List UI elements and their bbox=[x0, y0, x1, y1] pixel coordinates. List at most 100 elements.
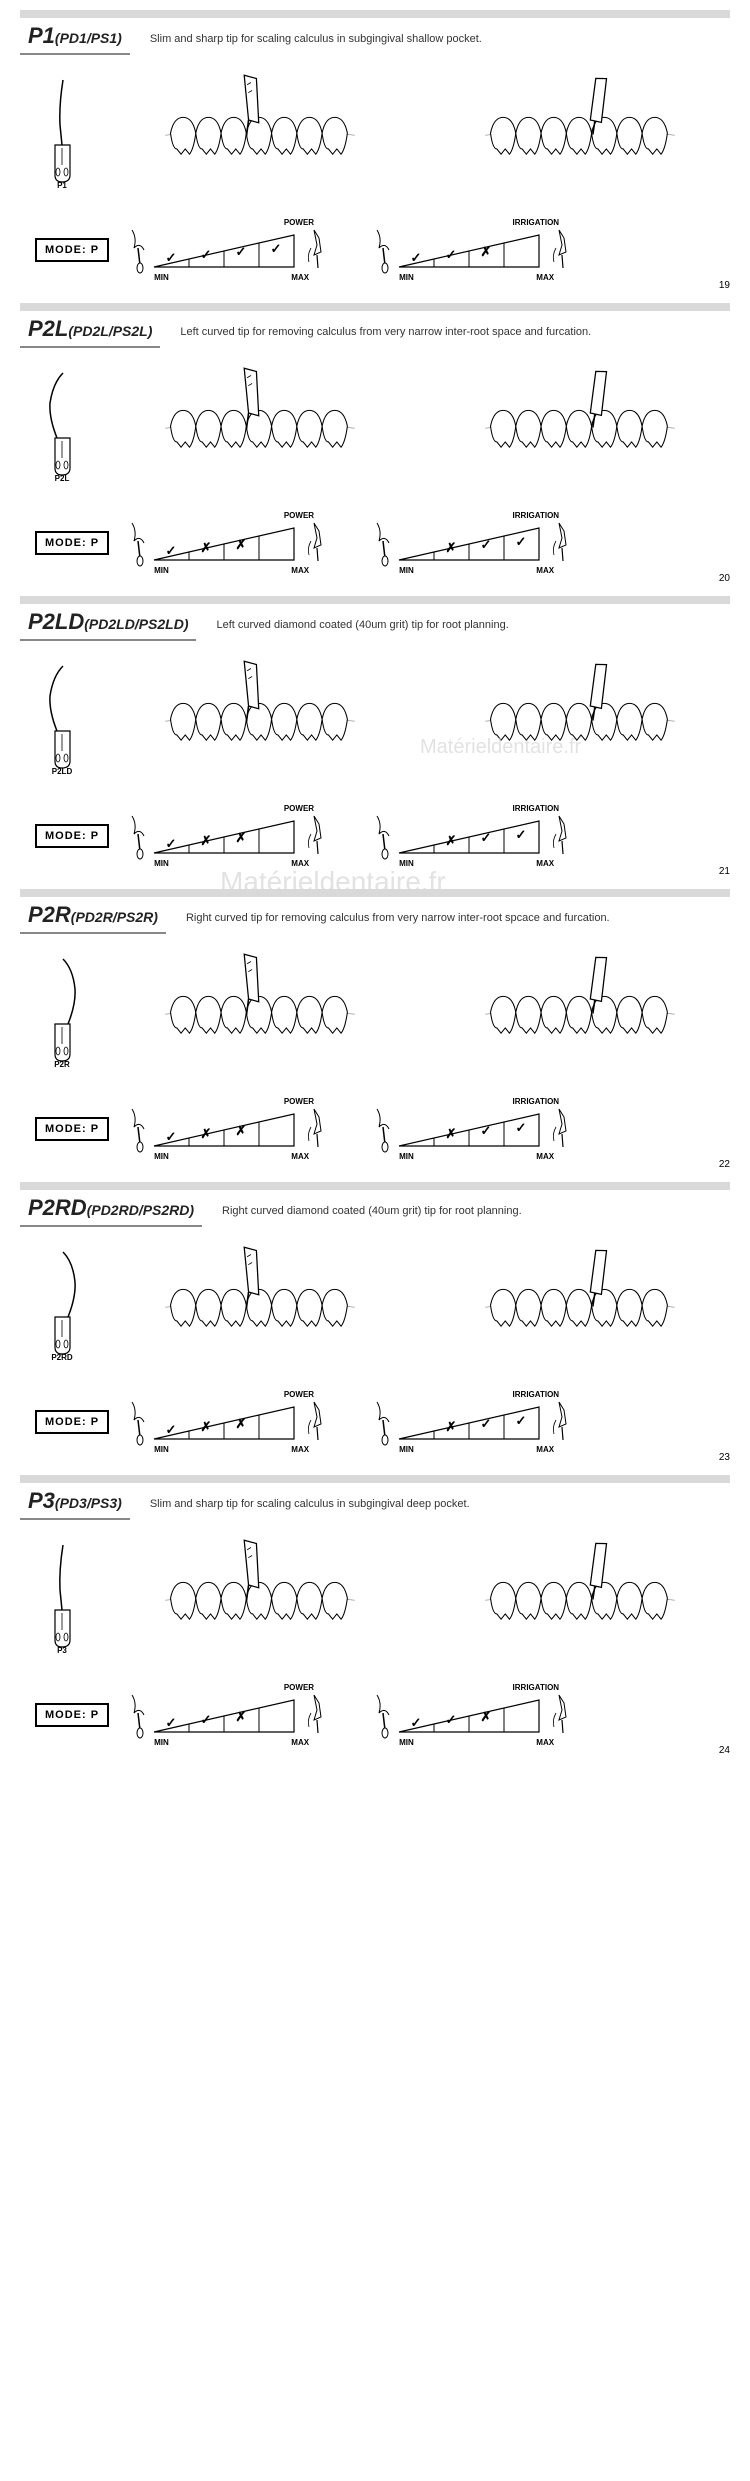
header-row: P2L(PD2L/PS2L) Left curved tip for remov… bbox=[20, 316, 730, 348]
svg-text:✗: ✗ bbox=[236, 1709, 247, 1724]
header-row: P3(PD3/PS3) Slim and sharp tip for scali… bbox=[20, 1488, 730, 1520]
chart-row: MODE: P POWER ✓✓✓✓ MIN MAX IRRIGATION bbox=[35, 220, 730, 280]
svg-text:✓: ✓ bbox=[201, 247, 212, 262]
usage-figure-1 bbox=[110, 70, 410, 170]
illustration-row: P2R bbox=[35, 949, 730, 1079]
mode-box: MODE: P bbox=[35, 1703, 109, 1727]
svg-text:✓: ✓ bbox=[166, 1129, 177, 1144]
svg-text:✗: ✗ bbox=[236, 537, 247, 552]
svg-text:✗: ✗ bbox=[201, 833, 212, 848]
svg-text:✓: ✓ bbox=[516, 534, 527, 549]
svg-text:P2L: P2L bbox=[55, 474, 70, 483]
gray-bar bbox=[20, 889, 730, 897]
usage-figure-1 bbox=[110, 949, 410, 1049]
usage-figure-2 bbox=[430, 656, 730, 756]
description: Right curved diamond coated (40um grit) … bbox=[222, 1205, 730, 1217]
section-P2RD: P2RD(PD2RD/PS2RD) Right curved diamond c… bbox=[0, 1172, 750, 1465]
svg-text:✗: ✗ bbox=[201, 540, 212, 555]
svg-text:✓: ✓ bbox=[271, 241, 282, 256]
svg-text:✗: ✗ bbox=[446, 1419, 457, 1434]
svg-text:✓: ✓ bbox=[481, 830, 492, 845]
description: Right curved tip for removing calculus f… bbox=[186, 912, 730, 924]
mode-box: MODE: P bbox=[35, 1410, 109, 1434]
svg-text:✓: ✓ bbox=[481, 1123, 492, 1138]
title-box: P3(PD3/PS3) bbox=[20, 1488, 130, 1520]
section-P2LD: P2LD(PD2LD/PS2LD) Left curved diamond co… bbox=[0, 586, 750, 879]
triangle-chart: IRRIGATION ✗✓✓ MIN MAX bbox=[369, 513, 599, 573]
svg-text:✗: ✗ bbox=[446, 540, 457, 555]
illustration-row: P1 bbox=[35, 70, 730, 200]
usage-figure-1 bbox=[110, 1535, 410, 1635]
title-sub: (PD2R/PS2R) bbox=[71, 909, 158, 925]
triangle-chart: IRRIGATION ✗✓✓ MIN MAX bbox=[369, 1099, 599, 1159]
svg-text:✓: ✓ bbox=[166, 1422, 177, 1437]
page-number: 20 bbox=[719, 573, 730, 584]
svg-text:P1: P1 bbox=[57, 181, 67, 190]
triangle-chart: IRRIGATION ✗✓✓ MIN MAX bbox=[369, 1392, 599, 1452]
triangle-chart: POWER ✓✗✗ MIN MAX bbox=[124, 513, 354, 573]
gray-bar bbox=[20, 1182, 730, 1190]
svg-text:✓: ✓ bbox=[446, 247, 457, 262]
usage-figure-2 bbox=[430, 949, 730, 1049]
triangle-chart: POWER ✓✓✗ MIN MAX bbox=[124, 1685, 354, 1745]
svg-text:✓: ✓ bbox=[481, 1416, 492, 1431]
description: Left curved tip for removing calculus fr… bbox=[180, 326, 730, 338]
svg-text:✗: ✗ bbox=[481, 244, 492, 259]
svg-text:✗: ✗ bbox=[236, 1416, 247, 1431]
page-number: 23 bbox=[719, 1452, 730, 1463]
illustration-row: P2LD bbox=[35, 656, 730, 786]
usage-figure-2 bbox=[430, 1535, 730, 1635]
section-P1: P1(PD1/PS1) Slim and sharp tip for scali… bbox=[0, 0, 750, 293]
title-box: P1(PD1/PS1) bbox=[20, 23, 130, 55]
svg-text:P2RD: P2RD bbox=[51, 1353, 73, 1362]
chart-row: MODE: P POWER ✓✗✗ MIN MAX IRRIGATION bbox=[35, 513, 730, 573]
svg-text:✗: ✗ bbox=[446, 833, 457, 848]
svg-text:✗: ✗ bbox=[201, 1419, 212, 1434]
title-main: P2LD bbox=[28, 609, 84, 634]
title-sub: (PD2RD/PS2RD) bbox=[87, 1202, 194, 1218]
svg-text:P2R: P2R bbox=[54, 1060, 70, 1069]
tip-figure: P1 bbox=[35, 70, 90, 190]
description: Left curved diamond coated (40um grit) t… bbox=[216, 619, 730, 631]
title-main: P2RD bbox=[28, 1195, 87, 1220]
title-box: P2LD(PD2LD/PS2LD) bbox=[20, 609, 196, 641]
usage-figure-2 bbox=[430, 1242, 730, 1342]
illustration-row: P2L bbox=[35, 363, 730, 493]
page-number: 19 bbox=[719, 280, 730, 291]
gray-bar bbox=[20, 10, 730, 18]
tip-figure: P2R bbox=[35, 949, 90, 1069]
title-main: P3 bbox=[28, 1488, 55, 1513]
section-P2R: P2R (PD2R/PS2R) Right curved tip for remo… bbox=[0, 879, 750, 1172]
triangle-chart: POWER ✓✗✗ MIN MAX bbox=[124, 1099, 354, 1159]
svg-text:✓: ✓ bbox=[201, 1712, 212, 1727]
svg-text:✓: ✓ bbox=[446, 1712, 457, 1727]
gray-bar bbox=[20, 303, 730, 311]
svg-text:✓: ✓ bbox=[166, 836, 177, 851]
chart-row: MODE: P POWER ✓✗✗ MIN MAX IRRIGATION bbox=[35, 1099, 730, 1159]
title-main: P2L bbox=[28, 316, 68, 341]
header-row: P2LD(PD2LD/PS2LD) Left curved diamond co… bbox=[20, 609, 730, 641]
title-box: P2RD(PD2RD/PS2RD) bbox=[20, 1195, 202, 1227]
usage-figure-1 bbox=[110, 1242, 410, 1342]
usage-figure-2 bbox=[430, 363, 730, 463]
svg-text:P2LD: P2LD bbox=[52, 767, 73, 776]
svg-text:✓: ✓ bbox=[411, 250, 422, 265]
mode-box: MODE: P bbox=[35, 238, 109, 262]
svg-text:✗: ✗ bbox=[201, 1126, 212, 1141]
svg-text:✗: ✗ bbox=[481, 1709, 492, 1724]
svg-text:✓: ✓ bbox=[411, 1715, 422, 1730]
mode-box: MODE: P bbox=[35, 1117, 109, 1141]
tip-figure: P3 bbox=[35, 1535, 90, 1655]
svg-text:✓: ✓ bbox=[236, 244, 247, 259]
mode-box: MODE: P bbox=[35, 531, 109, 555]
page-number: 21 bbox=[719, 866, 730, 877]
svg-text:✓: ✓ bbox=[516, 1120, 527, 1135]
svg-text:✓: ✓ bbox=[166, 1715, 177, 1730]
svg-text:P3: P3 bbox=[57, 1646, 67, 1655]
triangle-chart: POWER ✓✓✓✓ MIN MAX bbox=[124, 220, 354, 280]
usage-figure-1 bbox=[110, 363, 410, 463]
tip-figure: P2L bbox=[35, 363, 90, 483]
page-number: 24 bbox=[719, 1745, 730, 1756]
chart-row: MODE: P POWER ✓✗✗ MIN MAX IRRIGATION bbox=[35, 1392, 730, 1452]
gray-bar bbox=[20, 596, 730, 604]
